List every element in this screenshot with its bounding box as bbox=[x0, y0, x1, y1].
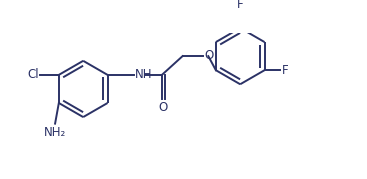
Text: F: F bbox=[281, 64, 288, 77]
Text: O: O bbox=[159, 101, 168, 114]
Text: F: F bbox=[237, 0, 244, 11]
Text: O: O bbox=[204, 49, 214, 62]
Text: NH: NH bbox=[135, 68, 152, 81]
Text: NH₂: NH₂ bbox=[44, 125, 66, 139]
Text: Cl: Cl bbox=[28, 68, 39, 81]
